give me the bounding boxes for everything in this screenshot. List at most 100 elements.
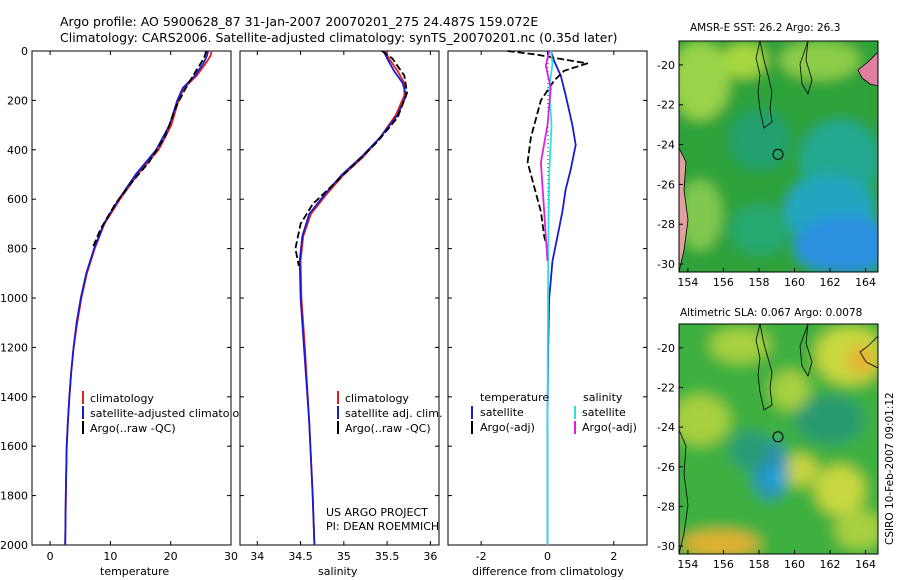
map-x-tick-label: 164: [855, 558, 876, 571]
legend-argo-label: Argo(..raw -QC): [90, 422, 176, 435]
series-salinity-argo-adj-: [540, 50, 552, 261]
salinity-profile-lines: [294, 50, 408, 546]
salinity-depth-ticks: [240, 50, 439, 546]
y-tick-label: 1000: [0, 292, 28, 305]
depth-axis-ticks: 0 200 400 600 800 1000 1200 1400 1600 1800 2000: [0, 45, 231, 552]
x-tick-label: 36: [423, 550, 437, 563]
sla-map-frame: [678, 323, 879, 555]
map-x-tick-label: 154: [677, 558, 698, 571]
x-tick-label: -2: [476, 550, 487, 563]
map-y-tick-label: -22: [657, 381, 675, 394]
map-y-tick-label: -28: [657, 218, 675, 231]
map-y-tick-label: -26: [657, 461, 675, 474]
map-y-tick-label: -24: [657, 139, 675, 152]
sst-argo-position-marker: [772, 148, 784, 160]
map-y-tick-label: -24: [657, 421, 675, 434]
diff-legend-ssat-label: satellite: [582, 406, 626, 419]
sla-coast-right: [859, 335, 878, 369]
temperature-profile-lines: [64, 50, 213, 546]
map-y-tick-label: -30: [657, 540, 675, 553]
header-line2: Climatology: CARS2006. Satellite-adjuste…: [60, 30, 617, 45]
sst-coast-left: [679, 147, 689, 272]
project-label: US ARGO PROJECT: [326, 506, 428, 519]
difference-profile-lines: [507, 50, 589, 545]
map-y-tick-label: -26: [657, 178, 675, 191]
series-salinity-satellite: [546, 50, 554, 545]
difference-depth-ticks: [448, 50, 647, 546]
y-tick-label: 1200: [0, 341, 28, 354]
map-y-tick-label: -30: [657, 258, 675, 271]
x-tick-label: 10: [103, 550, 117, 563]
map-y-tick-label: -20: [657, 342, 675, 355]
y-tick-label: 400: [7, 144, 28, 157]
pi-label: PI: DEAN ROEMMICH: [326, 520, 439, 533]
diff-legend-sargo-label: Argo(-adj): [582, 421, 637, 434]
y-tick-label: 2000: [0, 539, 28, 552]
x-tick-label: 34.5: [288, 550, 313, 563]
sla-reef-contour: [755, 324, 773, 411]
map-x-tick-label: 156: [713, 276, 734, 289]
salinity-axis-ticks: 34 34.5 35 35.5 36: [250, 51, 437, 563]
legend-clim-label: climatology: [90, 392, 154, 405]
map-x-tick-label: 160: [784, 558, 805, 571]
y-tick-label: 600: [7, 193, 28, 206]
series-argo-raw-qc-: [294, 50, 408, 267]
map-x-tick-label: 156: [713, 558, 734, 571]
series-argo-raw-qc-: [91, 50, 208, 249]
temperature-axes-frame: [31, 50, 232, 546]
y-tick-label: 0: [21, 45, 28, 58]
csiro-timestamp: CSIRO 10-Feb-2007 09:01:12: [884, 392, 896, 545]
map-x-tick-label: 158: [748, 276, 769, 289]
x-tick-label: 20: [164, 550, 178, 563]
y-tick-label: 1400: [0, 391, 28, 404]
sst-reef-contour: [755, 41, 773, 129]
x-tick-label: 34: [250, 550, 264, 563]
temperature-xlabel: temperature: [100, 565, 169, 578]
sla-axis-ticks: 154 156 158 160 162 164 -20 -22 -24 -26 -28 -30: [657, 342, 876, 571]
y-tick-label: 200: [7, 94, 28, 107]
sst-axis-ticks: 154 156 158 160 162 164 -20 -22 -24 -26 -28 -30: [657, 59, 876, 289]
map-x-tick-label: 154: [677, 276, 698, 289]
sst-contour-2: [799, 41, 813, 95]
y-tick-label: 800: [7, 243, 28, 256]
map-x-tick-label: 158: [748, 558, 769, 571]
difference-panel: -2 0 2 difference from climatology tempera…: [447, 50, 648, 578]
sla-argo-position-marker: [772, 431, 784, 443]
sst-map-panel: AMSR-E SST: 26.2 Argo: 26.3 154 156 158 160…: [657, 22, 879, 289]
sla-map-title: Altimetric SLA: 0.067 Argo: 0.0078: [680, 307, 862, 319]
sst-map-frame: [678, 40, 879, 273]
diff-legend-temp-title: temperature: [480, 391, 549, 404]
sal-legend-argo-label: Argo(..raw -QC): [345, 422, 431, 435]
x-tick-label: 2: [610, 550, 617, 563]
y-tick-label: 1800: [0, 490, 28, 503]
map-y-tick-label: -28: [657, 500, 675, 513]
salinity-panel: 34 34.5 35 35.5 36 salinity climatology sate…: [239, 50, 442, 578]
map-y-tick-label: -22: [657, 99, 675, 112]
diff-legend-tsat-label: satellite: [480, 406, 524, 419]
x-tick-label: 35: [337, 550, 351, 563]
salinity-xlabel: salinity: [318, 565, 358, 578]
sst-coast-right: [857, 51, 878, 87]
temperature-panel: 0 200 400 600 800 1000 1200 1400 1600 1800 2000 0 1…: [0, 45, 253, 578]
legend-sat-label: satellite-adjusted climatology: [90, 407, 253, 420]
x-tick-label: 0: [47, 550, 54, 563]
difference-xlabel: difference from climatology: [472, 565, 624, 578]
map-x-tick-label: 162: [820, 558, 841, 571]
sst-color-field: [679, 41, 878, 272]
series-temperature-argo-adj-: [507, 50, 589, 249]
sla-map-panel: Altimetric SLA: 0.067 Argo: 0.0078: [657, 307, 879, 571]
sst-map-title: AMSR-E SST: 26.2 Argo: 26.3: [690, 22, 840, 34]
map-y-tick-label: -20: [657, 59, 675, 72]
diff-legend-sal-title: salinity: [583, 391, 623, 404]
sla-color-field: [679, 324, 878, 554]
map-x-tick-label: 160: [784, 276, 805, 289]
x-tick-label: 35.5: [375, 550, 400, 563]
map-x-tick-label: 162: [820, 276, 841, 289]
sal-legend-clim-label: climatology: [345, 392, 409, 405]
sal-legend-sat-label: satellite adj. clim.: [345, 407, 442, 420]
temperature-axis-ticks: 0 10 20 30: [47, 51, 238, 563]
sla-contour-2: [799, 324, 813, 377]
y-tick-label: 1600: [0, 440, 28, 453]
sla-coast-left: [679, 429, 689, 554]
